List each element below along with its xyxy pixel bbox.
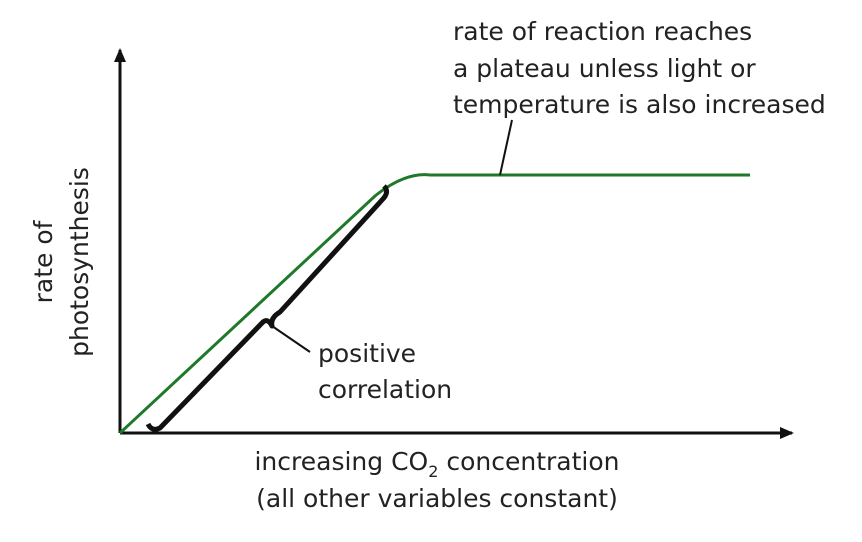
annotation-text: temperature is also increased <box>453 90 826 119</box>
annotation-pointer <box>499 119 513 176</box>
x-label-part: concentration <box>438 447 619 476</box>
x-axis-label: (all other variables constant) <box>256 484 618 513</box>
bracket-label: positive <box>318 339 416 368</box>
x-label-subscript: 2 <box>428 462 438 481</box>
y-axis-label: rate of <box>29 219 58 303</box>
annotation-text: a plateau unless light or <box>453 54 756 83</box>
x-label-part: increasing CO <box>254 447 428 476</box>
rate-curve <box>118 173 750 435</box>
annotation-text: rate of reaction reaches <box>453 17 752 46</box>
y-axis-label: photosynthesis <box>65 167 94 357</box>
bracket-label: correlation <box>318 375 452 404</box>
bracket-pointer <box>271 325 311 353</box>
x-axis-label: increasing CO2 concentration <box>254 447 619 481</box>
